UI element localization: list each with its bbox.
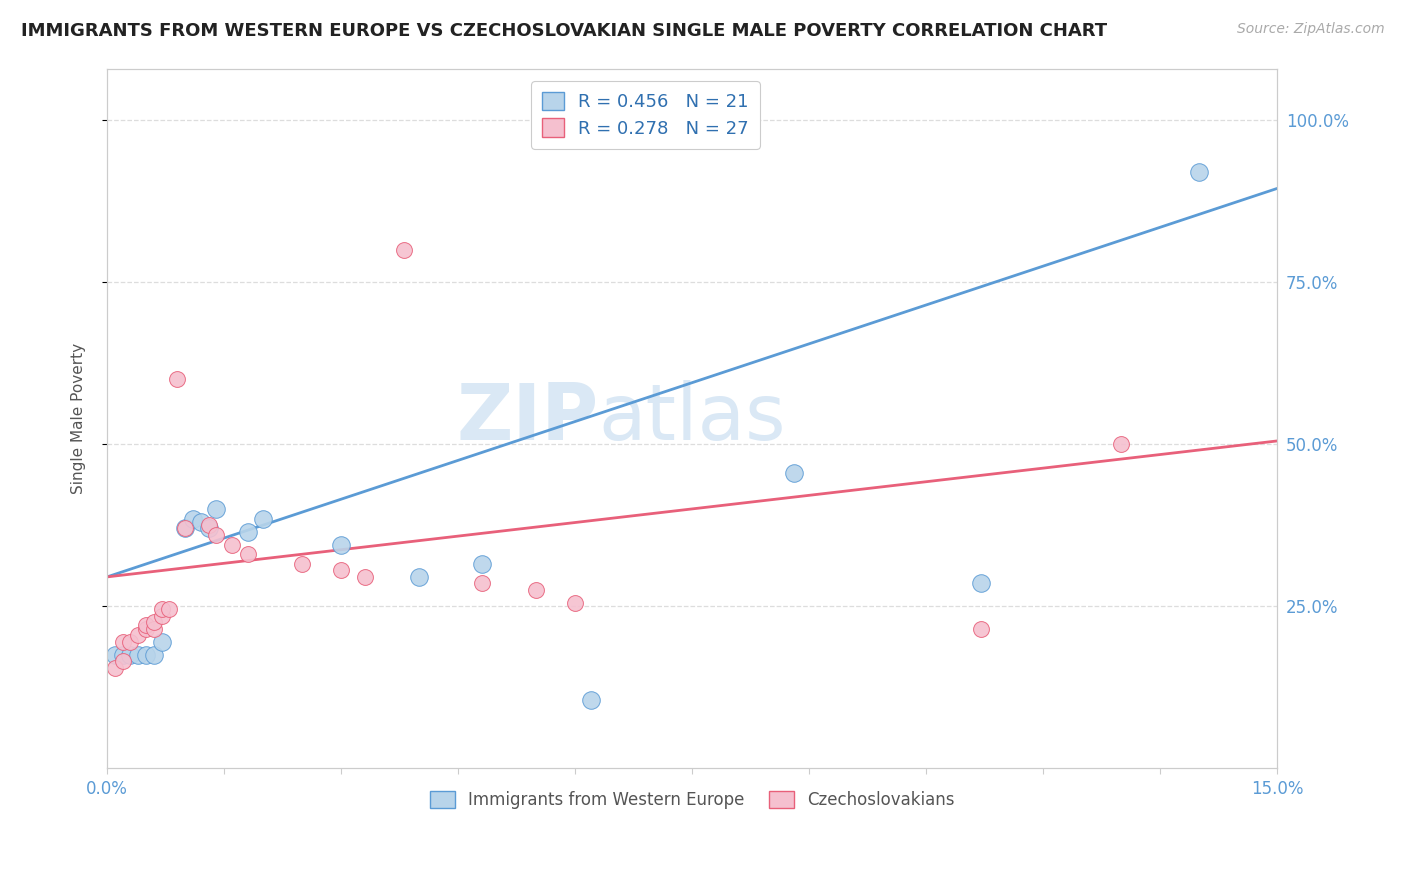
Point [783, 467, 806, 481]
Text: Source: ZipAtlas.com: Source: ZipAtlas.com [1237, 22, 1385, 37]
Point [166, 372, 188, 386]
Point [392, 243, 415, 257]
Point [142, 648, 165, 662]
Point [142, 622, 165, 636]
Point [197, 521, 219, 535]
Point [174, 521, 197, 535]
Point [236, 547, 259, 561]
Point [221, 537, 243, 551]
Point [236, 524, 259, 539]
Point [205, 528, 228, 542]
Point [252, 511, 274, 525]
Point [291, 557, 314, 571]
Text: atlas: atlas [599, 380, 786, 456]
Point [104, 648, 127, 662]
Text: IMMIGRANTS FROM WESTERN EUROPE VS CZECHOSLOVAKIAN SINGLE MALE POVERTY CORRELATIO: IMMIGRANTS FROM WESTERN EUROPE VS CZECHO… [21, 22, 1107, 40]
Text: ZIP: ZIP [457, 380, 599, 456]
Legend: Immigrants from Western Europe, Czechoslovakians: Immigrants from Western Europe, Czechosl… [423, 784, 962, 815]
Point [120, 634, 142, 648]
Point [127, 628, 149, 642]
Point [205, 502, 228, 516]
Point [150, 634, 173, 648]
Point [181, 511, 204, 525]
Point [135, 618, 157, 632]
Point [330, 563, 353, 577]
Point [330, 537, 353, 551]
Point [1188, 165, 1211, 179]
Point [353, 570, 375, 584]
Point [135, 622, 157, 636]
Point [408, 570, 430, 584]
Y-axis label: Single Male Poverty: Single Male Poverty [72, 343, 86, 494]
Point [150, 602, 173, 616]
Point [142, 615, 165, 630]
Point [579, 693, 602, 707]
Point [159, 602, 181, 616]
Point [111, 654, 134, 668]
Point [524, 582, 547, 597]
Point [120, 648, 142, 662]
Point [197, 518, 219, 533]
Point [111, 648, 134, 662]
Point [970, 622, 993, 636]
Point [471, 557, 494, 571]
Point [127, 648, 149, 662]
Point [1111, 437, 1133, 451]
Point [564, 596, 586, 610]
Point [970, 576, 993, 591]
Point [111, 634, 134, 648]
Point [135, 648, 157, 662]
Point [150, 608, 173, 623]
Point [104, 660, 127, 674]
Point [471, 576, 494, 591]
Point [174, 521, 197, 535]
Point [190, 515, 212, 529]
